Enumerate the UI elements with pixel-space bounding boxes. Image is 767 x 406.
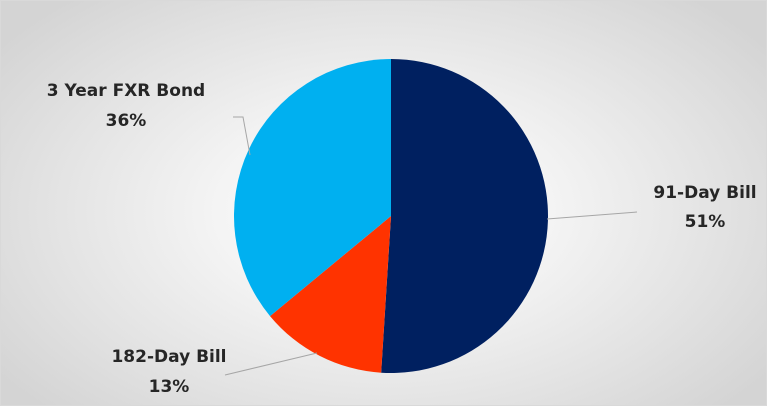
leader-line — [233, 116, 251, 156]
pie-slice-91-day-bill — [381, 59, 549, 373]
pie-slice-182-day-bill — [270, 216, 391, 373]
pie-slice-3-year-fxr-bond — [233, 59, 391, 317]
leader-line — [224, 352, 318, 376]
slice-value-label: 13% — [149, 377, 190, 397]
slice-value-label: 51% — [685, 212, 726, 232]
leader-line — [546, 211, 638, 220]
slice-value-label: 36% — [106, 111, 147, 131]
slice-category-label: 3 Year FXR Bond — [47, 81, 205, 101]
slice-category-label: 91-Day Bill — [653, 183, 756, 203]
pie-slices — [233, 59, 549, 373]
slice-category-label: 182-Day Bill — [111, 347, 226, 367]
data-labels: 91-Day Bill 51% 182-Day Bill 13% 3 Year FXR … — [47, 81, 757, 397]
leader-lines — [224, 116, 638, 376]
